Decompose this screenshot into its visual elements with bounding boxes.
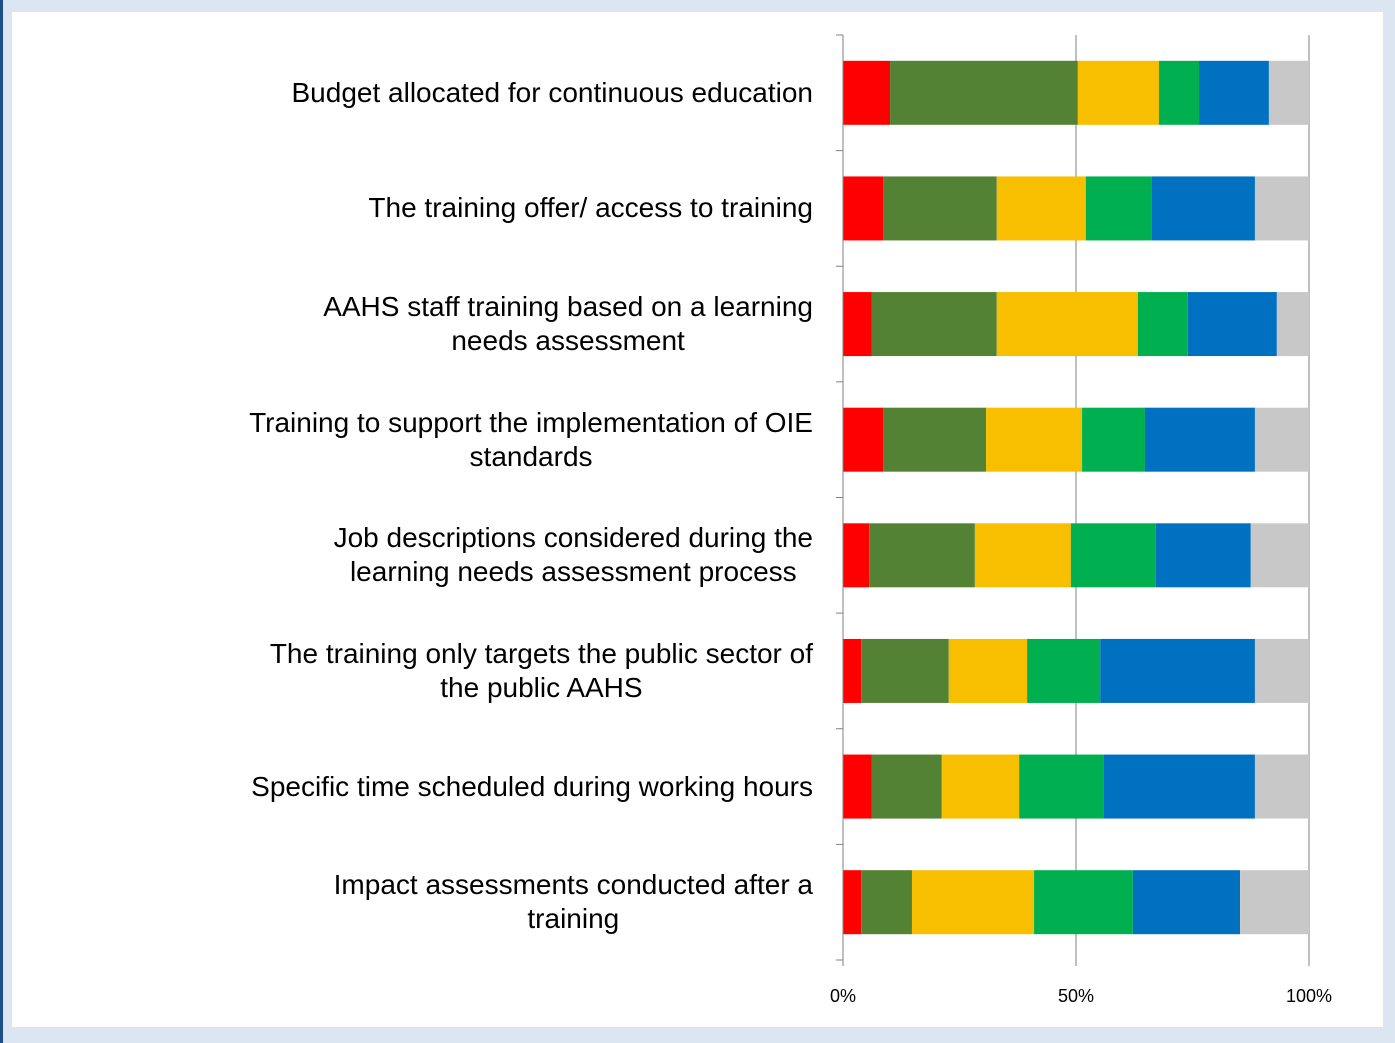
bar-segment	[843, 407, 884, 472]
category-label-box: Budget allocated for continuous educatio…	[292, 43, 814, 143]
bar-segment	[1240, 870, 1309, 935]
bar-segment	[1082, 407, 1145, 472]
y-tick-label: The training offer/ access to training	[368, 192, 813, 224]
bar-segment	[1199, 60, 1269, 125]
bar-segment	[871, 292, 997, 357]
bar-segment	[1151, 176, 1255, 241]
bar-segment	[843, 523, 870, 588]
category-label-box: Training to support the implementation o…	[249, 390, 813, 490]
bar-segment	[1034, 870, 1133, 935]
bar-segment	[1254, 754, 1309, 819]
category-label-box: Impact assessments conducted after a tra…	[334, 852, 813, 952]
bar-segment	[1077, 60, 1159, 125]
bar-segment	[871, 754, 942, 819]
bar-segment	[1085, 176, 1152, 241]
bar-segment	[843, 638, 862, 703]
bar-segment	[974, 523, 1071, 588]
bar-segment	[1144, 407, 1255, 472]
bar-segment	[890, 60, 1078, 125]
bar-segment	[911, 870, 1035, 935]
frame-edge	[0, 0, 3, 1043]
category-label-box: Job descriptions considered during the l…	[334, 505, 813, 605]
bar-segment	[1137, 292, 1188, 357]
bar-segment	[843, 870, 862, 935]
bar-segment	[843, 60, 891, 125]
bar-segment	[1254, 176, 1309, 241]
y-tick-label: Training to support the implementation o…	[249, 406, 813, 472]
bar-segment	[1158, 60, 1200, 125]
y-tick-label: Specific time scheduled during working h…	[251, 770, 813, 802]
bar-segment	[843, 292, 872, 357]
bar-segment	[1187, 292, 1277, 357]
y-tick-label: Impact assessments conducted after a tra…	[333, 869, 813, 935]
bar-segment	[1100, 638, 1255, 703]
bar-segment	[1155, 523, 1251, 588]
bar-segment	[1276, 292, 1309, 357]
bar-segment	[941, 754, 1020, 819]
bar-segment	[1103, 754, 1255, 819]
bar-segment	[948, 638, 1028, 703]
bar-segment	[883, 176, 997, 241]
bar-segment	[1132, 870, 1241, 935]
bar-segment	[861, 638, 949, 703]
y-tick-label: The training only targets the public sec…	[269, 637, 813, 703]
bar-segment	[861, 870, 912, 935]
category-label-box: The training only targets the public sec…	[270, 621, 813, 721]
category-label-box: The training offer/ access to training	[368, 158, 813, 258]
category-label-box: Specific time scheduled during working h…	[251, 737, 813, 837]
y-tick-label: Job descriptions considered during the l…	[333, 522, 813, 588]
bar-segment	[1268, 60, 1309, 125]
bar-segment	[1027, 638, 1101, 703]
y-tick-label: AAHS staff training based on a learning …	[323, 291, 813, 357]
bar-segment	[986, 407, 1083, 472]
x-tick-label: 100%	[1286, 986, 1332, 1006]
bar-segment	[996, 292, 1138, 357]
category-label-box: AAHS staff training based on a learning …	[323, 274, 813, 374]
bar-segment	[1019, 754, 1104, 819]
x-tick-label: 0%	[830, 986, 856, 1006]
bar-segment	[1254, 638, 1309, 703]
bar-segment	[1254, 407, 1309, 472]
x-tick-label: 50%	[1058, 986, 1094, 1006]
bar-segment	[869, 523, 975, 588]
bar-segment	[996, 176, 1086, 241]
bar-segment	[843, 754, 872, 819]
bar-segment	[883, 407, 987, 472]
bar-segment	[843, 176, 884, 241]
bar-segment	[1250, 523, 1309, 588]
bar-segment	[1070, 523, 1156, 588]
y-tick-label: Budget allocated for continuous educatio…	[291, 76, 814, 108]
